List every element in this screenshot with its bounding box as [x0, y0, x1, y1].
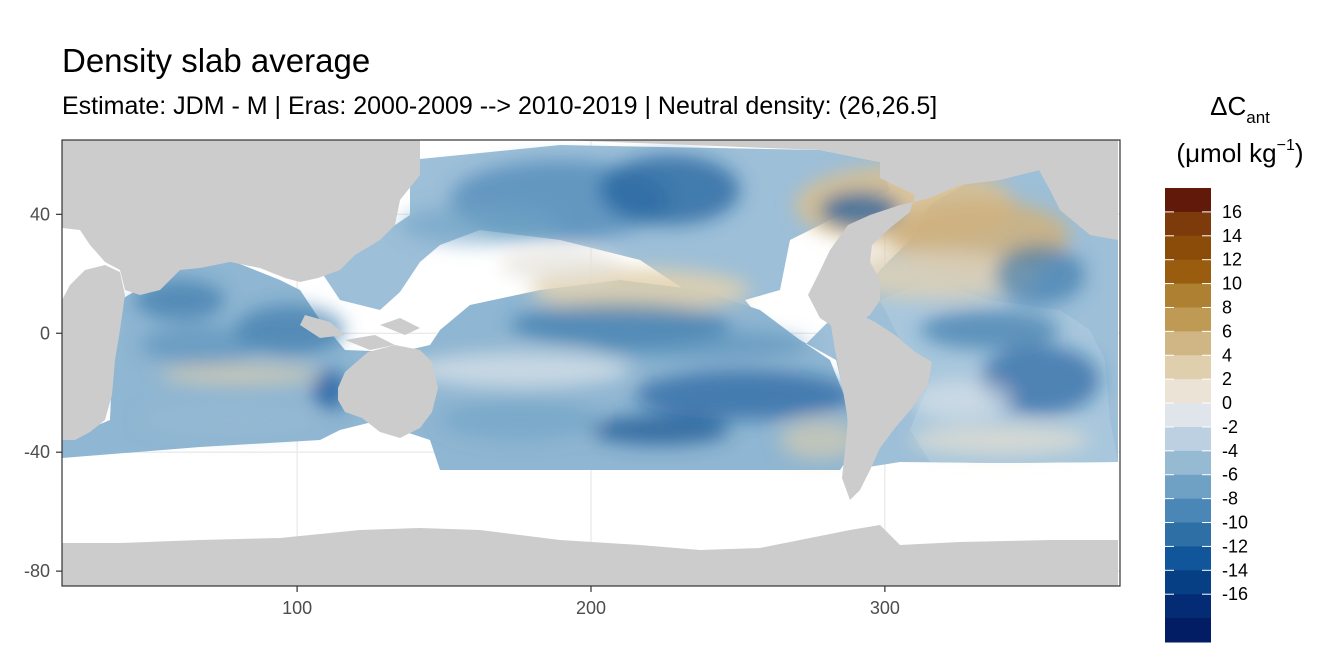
legend-label: -8	[1222, 489, 1238, 509]
legend-swatch	[1165, 594, 1211, 619]
chart-subtitle: Estimate: JDM - M | Eras: 2000-2009 --> …	[62, 92, 938, 120]
x-tick-label: 300	[870, 598, 900, 618]
legend-label: 0	[1222, 393, 1232, 413]
legend-swatch	[1165, 355, 1211, 380]
legend-swatch	[1165, 259, 1211, 285]
legend-label: 8	[1222, 297, 1232, 317]
legend-units: (μmol kg−1)	[1176, 137, 1303, 168]
legend-swatch	[1165, 426, 1211, 452]
y-tick-label: 40	[30, 204, 50, 224]
legend-swatch	[1165, 570, 1211, 595]
legend-swatch	[1165, 618, 1211, 643]
legend-label: 10	[1222, 274, 1242, 294]
legend-labels: 16 14 12 10 8 6 4 2 0 -2 -4 -6 -8 -10 -12 -14 -16	[1165, 202, 1248, 604]
legend-swatch	[1165, 522, 1211, 547]
land-masses	[62, 140, 1118, 586]
y-tick-label: -40	[24, 442, 50, 462]
legend-label: -6	[1222, 465, 1238, 485]
y-axis: 40 0 -40 -80	[24, 204, 62, 581]
legend-label: -10	[1222, 513, 1248, 533]
legend-label: 2	[1222, 369, 1232, 389]
legend-swatch	[1165, 546, 1211, 571]
legend-label: 12	[1222, 250, 1242, 270]
legend-swatch	[1165, 283, 1211, 308]
legend-swatch	[1165, 379, 1211, 404]
legend-label: 16	[1222, 202, 1242, 222]
legend-title: ΔCant	[1210, 91, 1270, 127]
legend-label: -4	[1222, 441, 1238, 461]
x-tick-label: 200	[576, 598, 606, 618]
chart-title: Density slab average	[62, 42, 371, 79]
legend-swatch	[1165, 211, 1211, 237]
x-axis: 100 200 300	[282, 586, 900, 618]
legend-swatch	[1165, 331, 1211, 356]
y-tick-label: -80	[24, 561, 50, 581]
legend-colorbar	[1165, 188, 1211, 643]
legend-label: 14	[1222, 226, 1242, 246]
legend-label: -2	[1222, 417, 1238, 437]
y-tick-label: 0	[40, 323, 50, 343]
legend-label: -14	[1222, 560, 1248, 580]
legend-label: -16	[1222, 584, 1248, 604]
legend-label: 4	[1222, 345, 1232, 365]
legend-swatch	[1165, 235, 1211, 261]
legend-label: 6	[1222, 321, 1232, 341]
legend-swatch	[1165, 450, 1211, 476]
legend-label: -12	[1222, 536, 1248, 556]
legend-swatch	[1165, 188, 1211, 213]
legend-swatch	[1165, 307, 1211, 332]
legend-swatch	[1165, 403, 1211, 428]
x-tick-label: 100	[282, 598, 312, 618]
legend: ΔCant (μmol kg−1) 16 14 12 10 8 6 4 2 0 -2 -4 -6 -8 -…	[1165, 91, 1304, 643]
legend-swatch	[1165, 498, 1211, 524]
legend-swatch	[1165, 474, 1211, 500]
